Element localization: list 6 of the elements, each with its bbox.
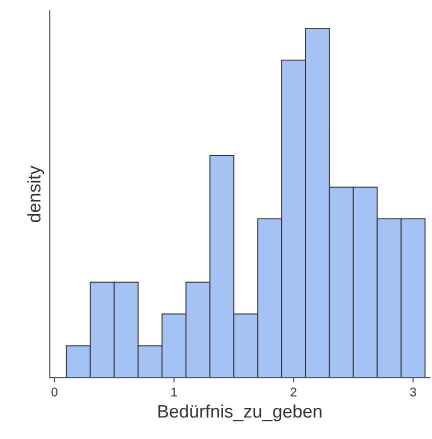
x-axis-title: Bedürfnis_zu_geben: [158, 404, 322, 422]
x-tick-label: 3: [410, 388, 416, 396]
x-tick-label: 2: [290, 388, 296, 396]
x-tick-label: 0: [51, 388, 58, 396]
x-tick-label: 1: [171, 388, 177, 396]
y-axis-title: density: [27, 166, 44, 222]
